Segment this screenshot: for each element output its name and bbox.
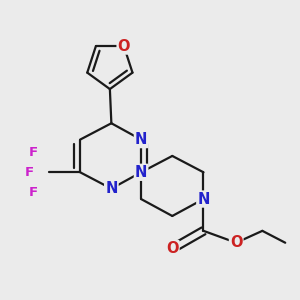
Text: O: O bbox=[230, 235, 242, 250]
Text: F: F bbox=[28, 186, 38, 199]
Text: O: O bbox=[118, 39, 130, 54]
Text: N: N bbox=[135, 165, 147, 180]
Text: N: N bbox=[135, 132, 147, 147]
Text: F: F bbox=[28, 146, 38, 159]
Text: N: N bbox=[105, 181, 118, 196]
Text: F: F bbox=[25, 166, 34, 179]
Text: O: O bbox=[166, 241, 178, 256]
Text: N: N bbox=[197, 191, 210, 206]
